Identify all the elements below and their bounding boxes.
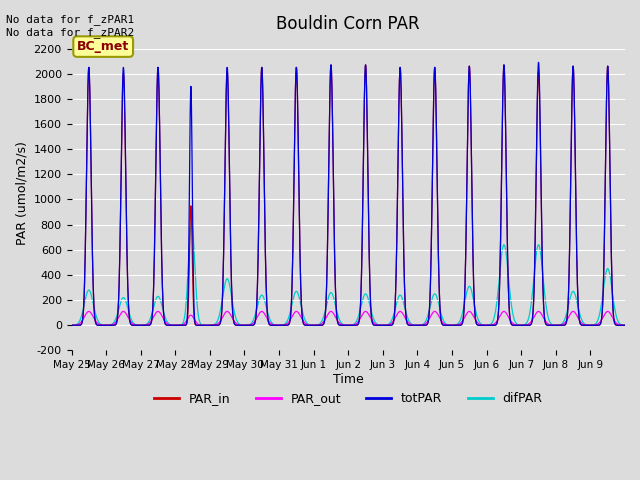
Legend: PAR_in, PAR_out, totPAR, difPAR: PAR_in, PAR_out, totPAR, difPAR: [149, 387, 548, 410]
X-axis label: Time: Time: [333, 373, 364, 386]
Text: No data for f_zPAR1
No data for f_zPAR2: No data for f_zPAR1 No data for f_zPAR2: [6, 14, 134, 38]
Title: Bouldin Corn PAR: Bouldin Corn PAR: [276, 15, 420, 33]
Y-axis label: PAR (umol/m2/s): PAR (umol/m2/s): [15, 141, 28, 245]
Text: BC_met: BC_met: [77, 40, 129, 53]
